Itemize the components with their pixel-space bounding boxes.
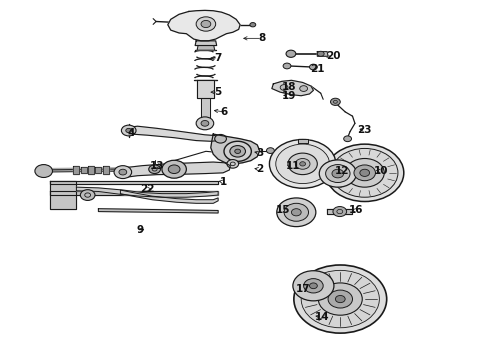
Text: 14: 14 (315, 312, 329, 322)
Circle shape (293, 271, 334, 301)
Polygon shape (318, 51, 328, 56)
Polygon shape (88, 166, 94, 174)
Polygon shape (168, 10, 240, 41)
Circle shape (332, 169, 343, 178)
Text: 7: 7 (215, 53, 222, 63)
Text: 9: 9 (136, 225, 144, 235)
Text: 5: 5 (215, 87, 222, 97)
Circle shape (126, 129, 132, 133)
Circle shape (201, 121, 209, 126)
Circle shape (331, 148, 398, 197)
Circle shape (331, 98, 340, 105)
Circle shape (276, 144, 330, 184)
Text: 10: 10 (373, 166, 388, 176)
Circle shape (288, 153, 318, 175)
Polygon shape (327, 210, 352, 214)
Text: 11: 11 (286, 161, 300, 171)
Polygon shape (197, 45, 215, 50)
Circle shape (196, 17, 216, 31)
Polygon shape (81, 167, 87, 173)
Circle shape (318, 283, 362, 315)
Circle shape (284, 203, 309, 221)
Polygon shape (103, 166, 109, 174)
Polygon shape (76, 187, 218, 197)
Circle shape (328, 290, 352, 308)
Circle shape (114, 166, 132, 179)
Circle shape (230, 145, 245, 157)
Circle shape (301, 270, 379, 328)
Circle shape (294, 265, 387, 333)
Circle shape (343, 136, 351, 141)
Polygon shape (197, 80, 214, 98)
Circle shape (162, 160, 186, 178)
Circle shape (300, 162, 306, 166)
Circle shape (318, 51, 324, 56)
Text: 8: 8 (259, 33, 266, 43)
Circle shape (168, 165, 180, 174)
Text: 23: 23 (358, 125, 372, 135)
Text: 2: 2 (256, 164, 263, 174)
Circle shape (80, 190, 95, 201)
Polygon shape (126, 126, 220, 141)
Polygon shape (49, 181, 218, 184)
Text: 13: 13 (150, 161, 164, 171)
Polygon shape (201, 98, 210, 123)
Circle shape (201, 21, 211, 28)
Circle shape (283, 63, 291, 69)
Circle shape (354, 165, 375, 181)
Circle shape (310, 283, 318, 289)
Polygon shape (195, 41, 217, 45)
Circle shape (122, 125, 136, 136)
Circle shape (292, 209, 301, 216)
Text: 1: 1 (220, 177, 227, 187)
Circle shape (227, 159, 239, 168)
Polygon shape (272, 80, 314, 96)
Text: 19: 19 (282, 91, 296, 101)
Polygon shape (49, 181, 76, 209)
Circle shape (235, 149, 241, 153)
Circle shape (196, 117, 214, 130)
Circle shape (295, 158, 310, 169)
Polygon shape (211, 134, 260, 164)
Circle shape (310, 64, 318, 70)
Text: 22: 22 (140, 184, 154, 194)
Circle shape (326, 165, 350, 183)
Polygon shape (98, 209, 218, 213)
Circle shape (277, 198, 316, 226)
Text: 18: 18 (282, 82, 296, 92)
Text: 12: 12 (335, 166, 349, 176)
Circle shape (215, 134, 226, 143)
Polygon shape (49, 192, 218, 195)
Text: 15: 15 (276, 206, 291, 216)
Text: 3: 3 (256, 148, 263, 158)
Circle shape (224, 141, 251, 161)
Polygon shape (121, 190, 218, 203)
Circle shape (119, 169, 127, 175)
Circle shape (333, 207, 346, 217)
Polygon shape (96, 167, 101, 173)
Text: 6: 6 (221, 107, 228, 117)
Circle shape (304, 279, 323, 293)
Circle shape (360, 169, 369, 176)
Polygon shape (74, 166, 79, 174)
Circle shape (250, 23, 256, 27)
Circle shape (149, 165, 160, 174)
Text: 17: 17 (295, 284, 310, 294)
Circle shape (286, 50, 296, 57)
Circle shape (267, 148, 274, 153)
Circle shape (335, 296, 345, 303)
Text: 21: 21 (310, 64, 324, 74)
Circle shape (319, 160, 356, 187)
Circle shape (35, 165, 52, 177)
Circle shape (345, 158, 384, 187)
Circle shape (280, 85, 288, 90)
Circle shape (300, 86, 308, 91)
Polygon shape (121, 162, 230, 177)
Circle shape (326, 144, 404, 202)
Text: 16: 16 (349, 206, 364, 216)
Polygon shape (298, 139, 308, 143)
Circle shape (270, 139, 336, 188)
Text: 4: 4 (128, 129, 135, 138)
Text: 20: 20 (326, 51, 340, 61)
